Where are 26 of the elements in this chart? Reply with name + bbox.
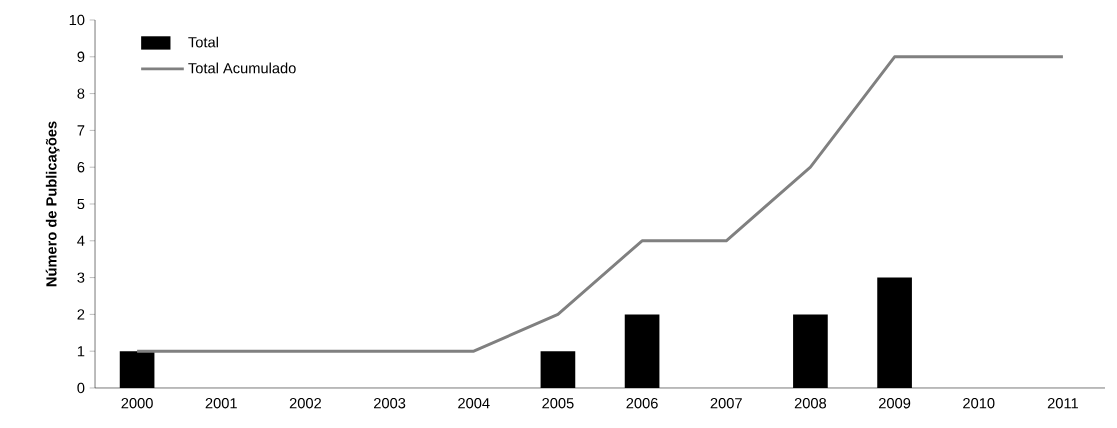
x-tick-label: 2005 bbox=[542, 398, 574, 409]
x-tick-label: 2001 bbox=[205, 398, 237, 409]
y-tick-label: 8 bbox=[77, 88, 85, 99]
y-tick-label: 4 bbox=[77, 235, 85, 246]
y-tick-label: 1 bbox=[77, 346, 85, 357]
y-tick-label: 7 bbox=[77, 125, 85, 136]
x-tick-label: 2004 bbox=[458, 398, 490, 409]
x-tick-label: 2009 bbox=[879, 398, 911, 409]
y-tick-label: 10 bbox=[69, 14, 85, 26]
x-tick-label: 2003 bbox=[374, 398, 406, 409]
y-tick-label: 3 bbox=[77, 272, 85, 283]
x-tick-label: 2000 bbox=[121, 398, 153, 409]
y-tick-label: 0 bbox=[77, 382, 85, 394]
x-tick-label: 2006 bbox=[626, 398, 658, 409]
y-tick-label: 2 bbox=[77, 309, 85, 320]
y-axis-title: Número de Publicações bbox=[45, 121, 60, 287]
y-tick-label: 5 bbox=[77, 198, 85, 210]
legend-label: Total Acumulado bbox=[188, 62, 296, 74]
legend-label: Total bbox=[188, 36, 218, 48]
x-tick-label: 2011 bbox=[1047, 398, 1078, 409]
x-tick-label: 2010 bbox=[963, 398, 995, 409]
y-tick-label: 6 bbox=[77, 162, 85, 173]
x-tick-label: 2002 bbox=[289, 398, 321, 409]
x-tick-label: 2008 bbox=[794, 398, 827, 409]
y-tick-label: 9 bbox=[77, 51, 85, 62]
x-tick-label: 2007 bbox=[710, 398, 742, 409]
